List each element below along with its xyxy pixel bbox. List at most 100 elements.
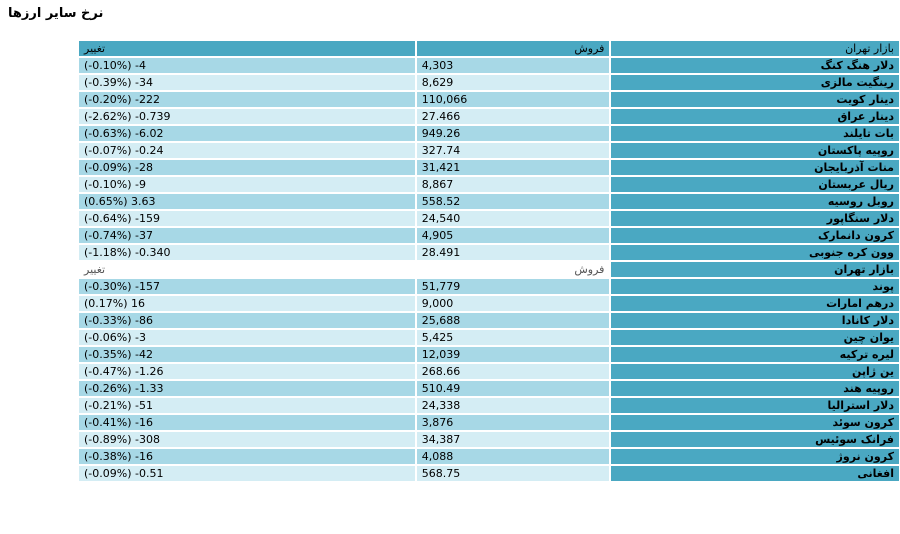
sell-price-cell: 51,779 bbox=[414, 279, 610, 294]
price-change: (-0.21%) -51 bbox=[84, 399, 153, 412]
currency-name: وون کره جنوبی bbox=[609, 245, 899, 260]
price-change: (-0.10%) -4 bbox=[84, 59, 146, 72]
currency-name: دینار کویت bbox=[609, 92, 899, 107]
table-row: ین ژاپن 268.66 (-0.47%) -1.26 bbox=[79, 364, 899, 379]
price-change: (-0.06%) -3 bbox=[84, 331, 146, 344]
sell-price: 5,425 bbox=[421, 331, 454, 344]
subheader-change: تغییر bbox=[79, 262, 415, 277]
table-header-row: بازار تهران فروش تغییر bbox=[79, 41, 899, 56]
price-change: (0.17%) 16 bbox=[84, 297, 146, 310]
sell-price: 34,387 bbox=[421, 433, 461, 446]
table-row: درهم امارات 9,000 (0.17%) 16 bbox=[79, 296, 899, 311]
currency-rates-table: بازار تهران فروش تغییر دلار هنگ کنگ 4,303… bbox=[79, 39, 899, 483]
table-row: دلار هنگ کنگ 4,303 (-0.10%) -4 bbox=[79, 58, 899, 73]
currency-name: ین ژاپن bbox=[609, 364, 899, 379]
currency-name: یوان چین bbox=[609, 330, 899, 345]
price-change-cell: (-0.07%) -0.24 bbox=[79, 143, 415, 158]
price-change-cell: (-0.21%) -51 bbox=[79, 398, 415, 413]
table-row: یوان چین 5,425 (-0.06%) -3 bbox=[79, 330, 899, 345]
table-row: دلار استرالیا 24,338 (-0.21%) -51 bbox=[79, 398, 899, 413]
currency-name: فرانک سوئیس bbox=[609, 432, 899, 447]
subheader-market: بازار تهران bbox=[609, 262, 899, 277]
currency-name: منات آذربایجان bbox=[609, 160, 899, 175]
price-change: (-0.47%) -1.26 bbox=[84, 365, 164, 378]
sell-price-cell: 12,039 bbox=[414, 347, 610, 362]
price-change: (-0.26%) -1.33 bbox=[84, 382, 164, 395]
currency-name: کرون دانمارک bbox=[609, 228, 899, 243]
price-change: (-0.09%) -28 bbox=[84, 161, 153, 174]
price-change: (-0.35%) -42 bbox=[84, 348, 153, 361]
sell-price: 31,421 bbox=[421, 161, 461, 174]
price-change: (-0.64%) -159 bbox=[84, 212, 160, 225]
sell-price-cell: 28.491 bbox=[414, 245, 610, 260]
table-row: فرانک سوئیس 34,387 (-0.89%) -308 bbox=[79, 432, 899, 447]
sell-price: 568.75 bbox=[421, 467, 461, 480]
sell-price: 12,039 bbox=[421, 348, 461, 361]
price-change: (-0.89%) -308 bbox=[84, 433, 160, 446]
currency-name: پوند bbox=[609, 279, 899, 294]
sell-price-cell: 558.52 bbox=[414, 194, 610, 209]
sell-price-cell: 3,876 bbox=[414, 415, 610, 430]
price-change-cell: (-0.35%) -42 bbox=[79, 347, 415, 362]
price-change-cell: (-0.39%) -34 bbox=[79, 75, 415, 90]
price-change: (-0.74%) -37 bbox=[84, 229, 153, 242]
sell-price: 4,088 bbox=[421, 450, 454, 463]
price-change-cell: (-0.26%) -1.33 bbox=[79, 381, 415, 396]
currency-name: دلار سنگاپور bbox=[609, 211, 899, 226]
sell-price-cell: 27.466 bbox=[414, 109, 610, 124]
table-row: کرون دانمارک 4,905 (-0.74%) -37 bbox=[79, 228, 899, 243]
sell-price-cell: 110,066 bbox=[414, 92, 610, 107]
sell-price: 558.52 bbox=[421, 195, 461, 208]
sell-price-cell: 268.66 bbox=[414, 364, 610, 379]
price-change: (-2.62%) -0.739 bbox=[84, 110, 171, 123]
table-row: دینار کویت 110,066 (-0.20%) -222 bbox=[79, 92, 899, 107]
price-change: (-0.07%) -0.24 bbox=[84, 144, 164, 157]
currency-name: بات تایلند bbox=[609, 126, 899, 141]
price-change-cell: (-0.33%) -86 bbox=[79, 313, 415, 328]
price-change: (-0.39%) -34 bbox=[84, 76, 153, 89]
sell-price-cell: 327.74 bbox=[414, 143, 610, 158]
price-change-cell: (0.17%) 16 bbox=[79, 296, 415, 311]
sell-price-cell: 5,425 bbox=[414, 330, 610, 345]
currency-name: لیره ترکیه bbox=[609, 347, 899, 362]
currency-name: درهم امارات bbox=[609, 296, 899, 311]
price-change-cell: (-0.09%) -0.51 bbox=[79, 466, 415, 481]
sell-price-cell: 568.75 bbox=[414, 466, 610, 481]
header-change: تغییر bbox=[79, 41, 415, 56]
table-row: ریال عربستان 8,867 (-0.10%) -9 bbox=[79, 177, 899, 192]
table-row: دلار سنگاپور 24,540 (-0.64%) -159 bbox=[79, 211, 899, 226]
price-change-cell: (-0.30%) -157 bbox=[79, 279, 415, 294]
table-row: بات تایلند 949.26 (-0.63%) -6.02 bbox=[79, 126, 899, 141]
sell-price-cell: 9,000 bbox=[414, 296, 610, 311]
price-change: (0.65%) 3.63 bbox=[84, 195, 156, 208]
sell-price: 24,540 bbox=[421, 212, 461, 225]
currency-name: ریال عربستان bbox=[609, 177, 899, 192]
currency-name: روبل روسیه bbox=[609, 194, 899, 209]
header-sell: فروش bbox=[414, 41, 610, 56]
sell-price: 25,688 bbox=[421, 314, 461, 327]
sell-price: 4,905 bbox=[421, 229, 454, 242]
currency-name: دلار هنگ کنگ bbox=[609, 58, 899, 73]
price-change: (-0.38%) -16 bbox=[84, 450, 153, 463]
currency-name: دلار کانادا bbox=[609, 313, 899, 328]
sell-price-cell: 31,421 bbox=[414, 160, 610, 175]
currency-name: دینار عراق bbox=[609, 109, 899, 124]
table-row: دلار کانادا 25,688 (-0.33%) -86 bbox=[79, 313, 899, 328]
sell-price: 24,338 bbox=[421, 399, 461, 412]
table-row: وون کره جنوبی 28.491 (-1.18%) -0.340 bbox=[79, 245, 899, 260]
sell-price-cell: 34,387 bbox=[414, 432, 610, 447]
sell-price-cell: 8,629 bbox=[414, 75, 610, 90]
sell-price: 949.26 bbox=[421, 127, 461, 140]
table-row: منات آذربایجان 31,421 (-0.09%) -28 bbox=[79, 160, 899, 175]
price-change-cell: (-0.06%) -3 bbox=[79, 330, 415, 345]
header-market: بازار تهران bbox=[609, 41, 899, 56]
page-title: نرخ سایر ارزها bbox=[8, 6, 104, 21]
sell-price: 327.74 bbox=[421, 144, 461, 157]
price-change: (-0.20%) -222 bbox=[84, 93, 160, 106]
sell-price: 51,779 bbox=[421, 280, 461, 293]
sell-price-cell: 4,088 bbox=[414, 449, 610, 464]
sell-price-cell: 25,688 bbox=[414, 313, 610, 328]
sell-price: 9,000 bbox=[421, 297, 454, 310]
sell-price-cell: 24,338 bbox=[414, 398, 610, 413]
